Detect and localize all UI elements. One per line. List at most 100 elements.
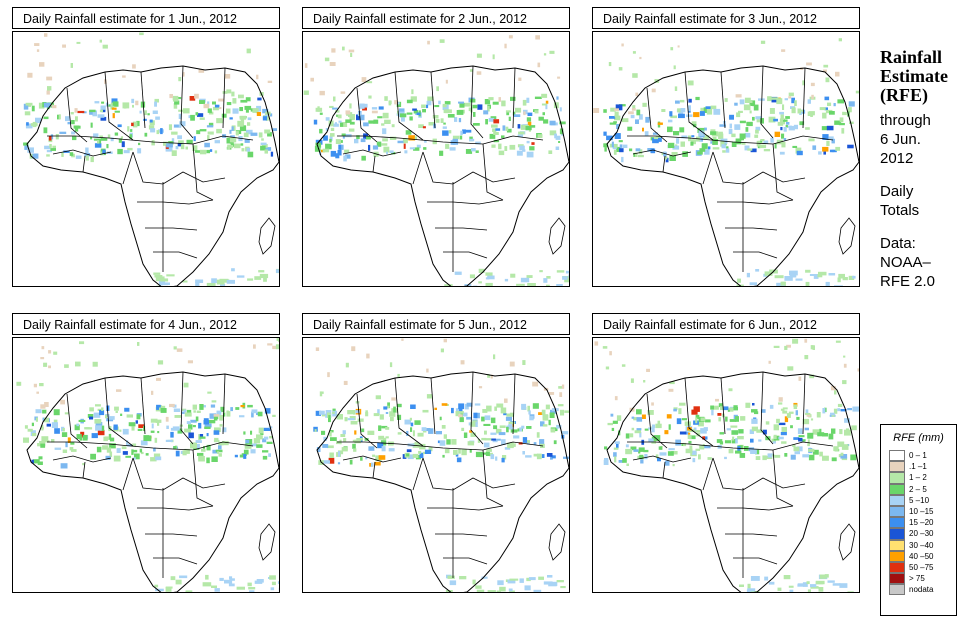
rain-cell <box>169 403 175 408</box>
rain-cell <box>533 589 542 592</box>
rain-cell <box>434 105 440 108</box>
rain-cell <box>105 436 110 440</box>
rain-cell <box>368 120 375 124</box>
rain-cell <box>776 98 783 105</box>
legend-swatch <box>889 517 905 529</box>
rain-cell <box>824 407 827 413</box>
rain-cell <box>226 137 233 144</box>
rain-cell <box>485 451 490 456</box>
rain-cell <box>422 109 426 113</box>
rain-cell <box>762 429 767 435</box>
rain-cell <box>371 107 378 110</box>
rain-cell <box>472 104 478 109</box>
rain-cell <box>638 149 643 155</box>
rain-cell <box>745 402 751 408</box>
rain-cell <box>327 372 330 378</box>
rain-cell <box>442 104 449 111</box>
rain-cell <box>349 416 356 421</box>
rain-cell <box>335 110 340 113</box>
rain-cell <box>769 108 775 114</box>
rain-cell <box>454 271 462 275</box>
rain-cell <box>674 86 678 91</box>
africa-rainfall-map <box>592 337 860 593</box>
rain-cell <box>228 583 235 587</box>
rain-cell <box>42 409 47 414</box>
rain-cell <box>837 408 841 412</box>
rain-cell <box>670 115 677 119</box>
rain-cell <box>347 418 355 421</box>
rain-cell <box>406 430 409 436</box>
rain-cell <box>688 98 692 103</box>
country-border <box>717 199 794 205</box>
rain-cell <box>23 437 29 443</box>
legend-swatch <box>889 584 905 596</box>
rain-cell <box>75 116 78 122</box>
rain-cell <box>452 138 459 145</box>
country-border <box>733 251 778 259</box>
rain-cell <box>779 151 785 155</box>
rain-cell <box>176 348 183 352</box>
rain-cell <box>40 357 45 360</box>
rain-cell <box>679 402 686 406</box>
rain-cell <box>436 86 439 92</box>
rain-cell <box>91 433 98 439</box>
country-border <box>443 251 488 259</box>
rain-cell <box>556 96 559 100</box>
rain-cell <box>407 454 414 460</box>
rain-cell <box>349 459 353 465</box>
madagascar <box>548 523 566 561</box>
rain-cell <box>95 422 103 427</box>
rain-cell <box>328 457 335 464</box>
rain-cell <box>406 453 410 457</box>
rain-cell <box>372 145 379 150</box>
rain-cell <box>207 391 212 394</box>
rain-cell <box>684 431 689 435</box>
rain-cell <box>676 138 680 144</box>
rain-cell <box>173 103 178 109</box>
rain-cell <box>153 272 161 275</box>
rain-cell <box>353 410 356 415</box>
rain-cell <box>323 436 327 441</box>
rain-cell <box>655 454 659 459</box>
rain-cell <box>208 111 214 115</box>
rain-cell <box>319 391 323 397</box>
legend-swatch <box>889 461 905 473</box>
rain-cell <box>197 113 204 117</box>
rain-cell <box>382 128 387 135</box>
rain-cell <box>745 127 749 132</box>
country-border <box>145 533 198 537</box>
rain-cell <box>763 140 769 144</box>
legend-label: 1 – 2 <box>909 473 927 483</box>
country-border <box>482 143 504 201</box>
rain-cell <box>93 133 99 138</box>
rain-cell <box>805 409 809 415</box>
country-border <box>132 151 226 185</box>
rain-cell <box>639 56 642 60</box>
country-border <box>646 393 668 449</box>
rain-cell <box>315 139 323 145</box>
rain-cell <box>629 148 633 152</box>
rain-cell <box>839 429 843 435</box>
rain-cell <box>822 69 827 73</box>
legend-item: nodata <box>881 584 956 596</box>
rain-cell <box>329 431 332 437</box>
rain-cell <box>46 423 51 427</box>
rain-cell <box>261 138 264 141</box>
rain-cell <box>838 273 845 279</box>
rain-cell <box>843 363 847 368</box>
rain-cell <box>783 127 787 132</box>
rain-cell <box>422 429 427 433</box>
map-canvas <box>313 338 569 592</box>
rain-cell <box>642 102 647 107</box>
rain-cell <box>749 100 756 106</box>
rain-cell <box>667 142 675 148</box>
rain-cell <box>824 96 830 101</box>
rain-cell <box>807 99 811 104</box>
rain-cell <box>333 123 339 127</box>
rain-cell <box>32 433 37 437</box>
rain-cell <box>51 422 58 428</box>
rain-cell <box>704 127 707 131</box>
rain-cell <box>516 283 525 286</box>
rain-cell <box>410 96 417 102</box>
country-border <box>712 457 806 491</box>
